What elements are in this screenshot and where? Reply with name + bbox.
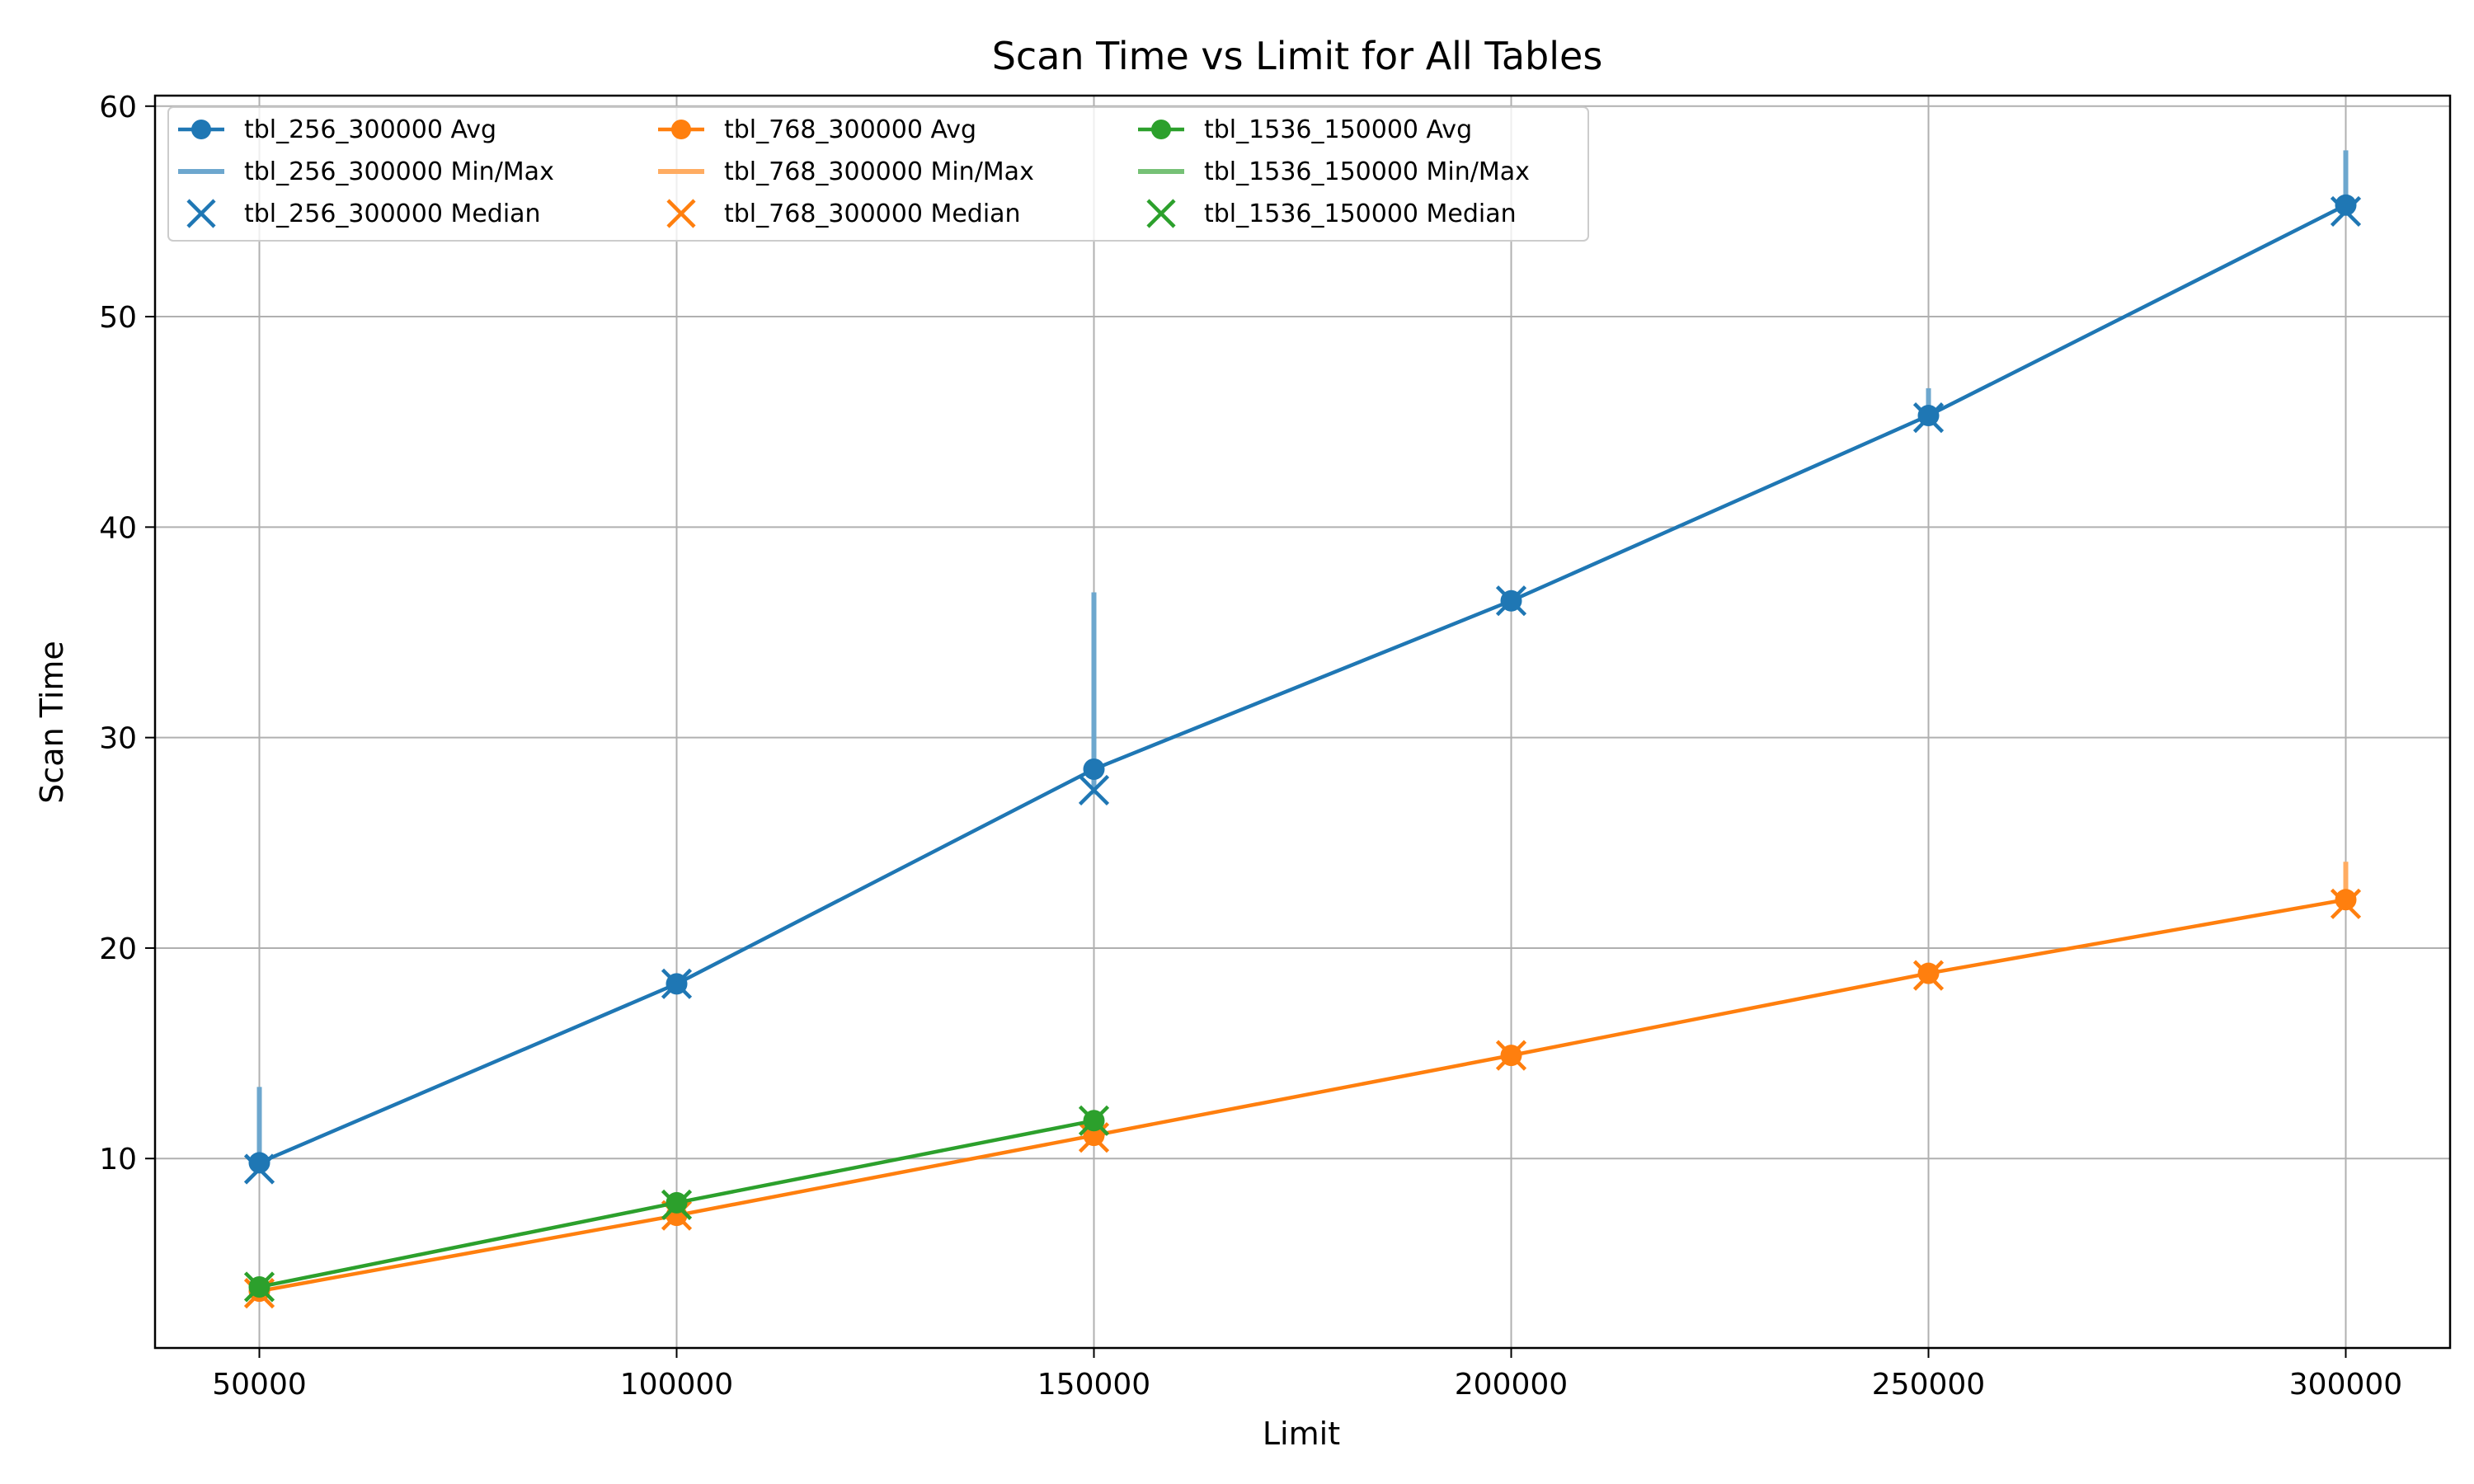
legend-label: tbl_768_300000 Median [724,200,1021,228]
median-point [1495,1040,1527,1071]
x-tick-label: 100000 [620,1368,733,1402]
x-tick-label: 50000 [212,1368,307,1402]
legend-avg-marker [1151,120,1171,139]
avg-point [248,1152,270,1174]
y-tick-label: 50 [99,301,137,335]
y-tick-label: 60 [99,91,137,124]
legend-label: tbl_256_300000 Min/Max [244,157,554,186]
median-point [1495,585,1527,617]
tick-layer: 50000 100000 150000 200000 250000 300000 10 20 3… [99,91,2402,1402]
median-point [661,1189,693,1220]
legend-label: tbl_256_300000 Avg [244,115,496,144]
median-point [243,1271,275,1303]
legend-label: tbl_256_300000 Median [244,200,541,228]
legend-median-marker [1146,199,1176,228]
chart-title: Scan Time vs Limit for All Tables [992,34,1603,78]
median-point [2330,195,2362,228]
legend-median-marker [186,199,216,228]
legend-label: tbl_1536_150000 Median [1204,200,1517,228]
median-point [243,1153,275,1185]
avg-point [2335,889,2357,911]
legend-avg-marker [671,120,691,139]
legend-label: tbl_768_300000 Min/Max [724,157,1034,186]
avg-line [258,203,2347,1165]
legend-median-marker [666,199,696,228]
legend-label: tbl_1536_150000 Avg [1204,115,1472,144]
y-axis-label: Scan Time [34,641,70,803]
median-point [1912,402,1945,434]
median-point [1078,774,1110,806]
series-tbl_1536_150000 [243,1105,1110,1303]
x-tick-label: 250000 [1872,1368,1985,1402]
y-tick-label: 30 [99,722,137,756]
data-layer [243,150,2362,1309]
plot-frame [153,94,2452,1350]
y-tick-label: 20 [99,932,137,966]
median-point [1078,1105,1110,1136]
x-tick-label: 150000 [1037,1368,1150,1402]
y-tick-label: 40 [99,511,137,545]
avg-line [259,898,2346,1294]
legend-box [167,106,1589,242]
legend-label: tbl_768_300000 Avg [724,115,976,144]
x-tick-label: 300000 [2289,1368,2402,1402]
avg-point [1083,758,1105,780]
y-tick-label: 10 [99,1143,137,1176]
x-tick-label: 200000 [1455,1368,1568,1402]
median-point [2330,888,2362,919]
legend-label: tbl_1536_150000 Min/Max [1204,157,1530,186]
legend-avg-marker [191,120,211,139]
series-tbl_256_300000 [243,150,2362,1185]
legend: tbl_256_300000 Avg tbl_256_300000 Min/Max… [167,106,1589,242]
x-axis-label: Limit [1263,1416,1340,1452]
median-point [661,968,693,999]
median-point [1912,960,1945,991]
avg-point [2335,194,2357,216]
